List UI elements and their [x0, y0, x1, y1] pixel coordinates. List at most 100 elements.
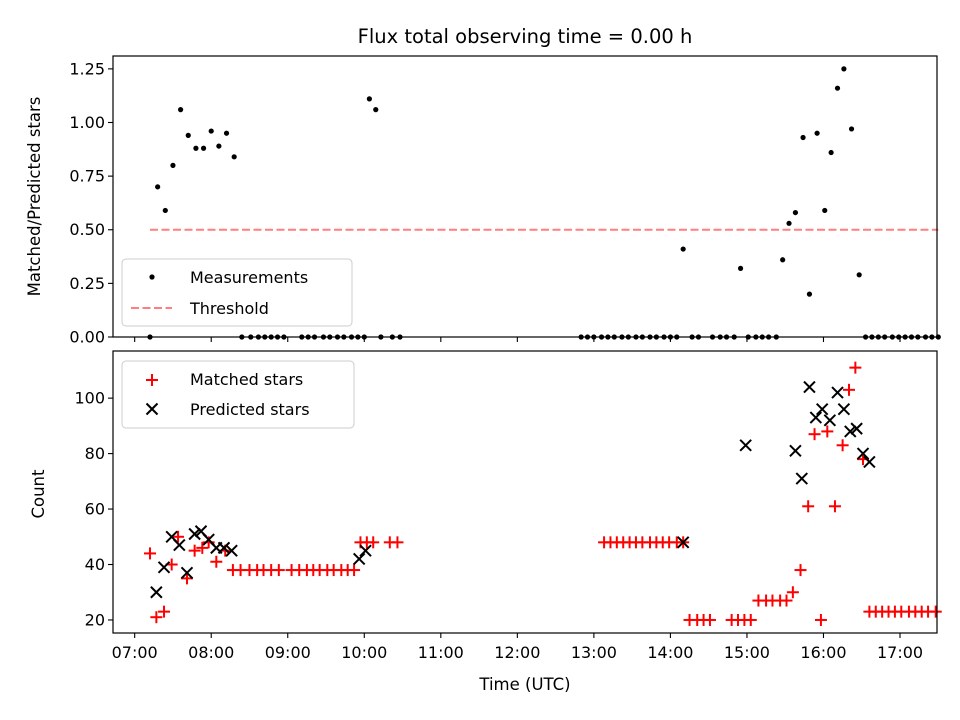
- legend-label-measurements: Measurements: [190, 268, 308, 287]
- matched-stars-point: [821, 425, 834, 438]
- measurement-point: [373, 107, 379, 113]
- predicted-stars-point: [844, 425, 857, 438]
- matched-stars-point: [367, 536, 380, 549]
- measurement-point: [680, 246, 686, 252]
- measurement-point: [792, 209, 799, 216]
- measurement-point: [786, 220, 792, 226]
- matched-stars-point: [210, 555, 223, 568]
- matched-stars-point: [802, 500, 815, 513]
- bottom-y-axis-label: Count: [29, 469, 48, 519]
- matched-stars-point: [391, 536, 404, 549]
- measurement-point: [155, 184, 161, 190]
- chart-title: Flux total observing time = 0.00 h: [358, 25, 693, 48]
- measurement-point: [848, 126, 855, 132]
- matched-stars-point: [836, 439, 849, 452]
- matched-stars-point: [150, 611, 163, 624]
- measurement-point: [208, 128, 214, 134]
- bottom-x-tick-label: 14:00: [647, 643, 693, 662]
- measurement-point: [223, 130, 230, 136]
- predicted-stars-point: [803, 380, 816, 394]
- measurement-point: [834, 85, 841, 91]
- bottom-y-tick-label: 100: [74, 389, 105, 408]
- predicted-stars-point: [180, 566, 194, 580]
- predicted-stars-point: [173, 538, 186, 552]
- bottom-x-tick-label: 07:00: [112, 643, 158, 662]
- matched-stars-point: [794, 564, 807, 577]
- bottom-x-tick-label: 09:00: [265, 643, 311, 662]
- bottom-axes-frame: [112, 350, 938, 634]
- predicted-stars-point: [831, 386, 844, 399]
- top-y-tick-label: 0.50: [69, 220, 105, 239]
- measurement-point: [162, 207, 168, 214]
- top-axes-frame: [112, 55, 938, 338]
- matched-stars-point: [143, 547, 156, 560]
- matched-stars-point: [786, 586, 799, 599]
- bottom-x-tick-label: 12:00: [494, 643, 540, 662]
- predicted-stars-point: [352, 552, 366, 566]
- bottom-y-tick-label: 60: [85, 500, 105, 519]
- legend-label-threshold: Threshold: [189, 299, 269, 318]
- bottom-plot-area: [143, 361, 942, 626]
- matched-stars-point: [272, 564, 285, 577]
- bottom-legend: Matched stars Predicted stars: [121, 360, 355, 429]
- top-y-tick-label: 1.25: [69, 59, 105, 78]
- predicted-stars-point: [359, 544, 372, 557]
- top-y-axis-label: Matched/Predicted stars: [25, 97, 44, 297]
- matched-stars-point: [744, 613, 757, 626]
- legend-marker-predicted-stars: [145, 402, 159, 416]
- measurement-point: [178, 107, 184, 113]
- matched-stars-point: [814, 613, 827, 626]
- matched-stars-point: [808, 428, 821, 441]
- top-y-tick-label: 0.00: [69, 328, 105, 347]
- predicted-stars-point: [157, 561, 171, 574]
- predicted-stars-point: [739, 439, 752, 452]
- predicted-stars-point: [856, 447, 870, 460]
- bottom-x-tick-label: 08:00: [188, 643, 234, 662]
- predicted-stars-point: [789, 444, 802, 458]
- predicted-stars-point: [809, 411, 823, 424]
- bottom-x-tick-label: 15:00: [724, 643, 770, 662]
- bottom-x-axis-label: Time (UTC): [478, 675, 570, 694]
- top-legend-box: [121, 258, 353, 327]
- measurement-point: [216, 143, 222, 149]
- top-y-axis: 0.00 0.25 0.50 0.75 1.00 1.25: [69, 59, 113, 347]
- bottom-y-axis: 20 40 60 80 100: [74, 389, 113, 629]
- legend-label-matched-stars: Matched stars: [190, 370, 303, 389]
- measurement-point: [193, 145, 199, 151]
- legend-marker-matched-stars: [146, 374, 158, 386]
- measurement-point: [231, 154, 237, 160]
- measurement-point: [856, 272, 862, 278]
- bottom-y-tick-label: 80: [85, 444, 105, 463]
- predicted-stars-point: [823, 414, 837, 427]
- bottom-x-tick-label: 17:00: [877, 643, 923, 662]
- matched-stars-point: [780, 594, 793, 607]
- measurement-point: [737, 265, 744, 271]
- bottom-legend-box: [121, 360, 355, 429]
- matched-stars-point: [929, 605, 942, 618]
- bottom-x-tick-label: 13:00: [571, 643, 617, 662]
- predicted-stars-point: [225, 544, 238, 557]
- bottom-x-tick-label: 16:00: [800, 643, 846, 662]
- matched-stars-point: [180, 572, 193, 585]
- measurement-point: [200, 145, 207, 151]
- matched-stars-point: [202, 536, 215, 549]
- matched-stars-point: [188, 544, 201, 557]
- predicted-stars-point: [150, 586, 163, 599]
- legend-marker-measurements: [149, 274, 155, 280]
- measurement-point: [814, 130, 820, 136]
- measurement-point: [170, 162, 176, 168]
- top-x-axis-ticks: [134, 337, 901, 342]
- matched-stars-point: [172, 530, 185, 543]
- predicted-stars-point: [676, 536, 690, 549]
- legend-label-predicted-stars: Predicted stars: [190, 400, 310, 419]
- predicted-stars-point: [837, 403, 851, 416]
- measurement-point: [185, 132, 191, 138]
- measurement-point: [366, 96, 372, 102]
- matched-stars-point: [842, 383, 855, 396]
- predicted-stars-point: [815, 403, 829, 416]
- predicted-stars-point: [863, 455, 876, 469]
- matched-stars-point: [158, 605, 171, 618]
- top-y-tick-label: 0.25: [69, 274, 105, 293]
- matched-stars-point: [196, 541, 209, 554]
